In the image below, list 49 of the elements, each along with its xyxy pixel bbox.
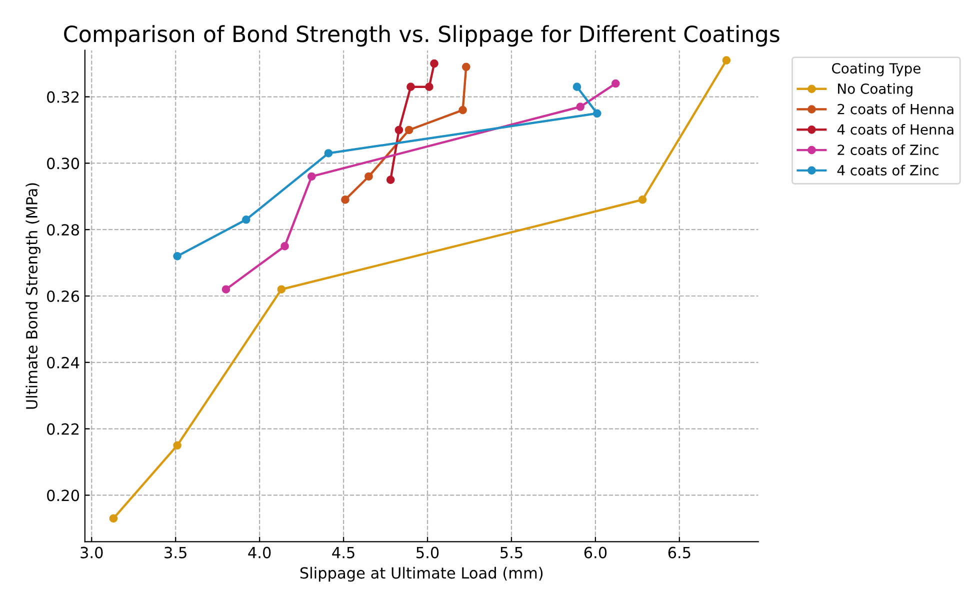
x-tick-label: 5.0 (416, 546, 439, 558)
legend-label: 4 coats of Zinc (837, 164, 938, 176)
y-tick-label: 0.20 (47, 490, 80, 502)
x-axis-title: Slippage at Ultimate Load (mm) (300, 566, 543, 582)
x-tick-label: 6.0 (584, 546, 607, 558)
legend-title: Coating Type (832, 62, 920, 76)
point (222, 285, 230, 294)
point (572, 82, 582, 92)
y-tick-label: 0.24 (47, 356, 80, 368)
legend-label: 2 coats of Henna (838, 104, 954, 114)
x-tick-label: 4.0 (248, 546, 271, 558)
y-tick-label: 0.28 (47, 224, 80, 236)
point (425, 82, 434, 92)
x-tick-label: 3.5 (164, 546, 186, 558)
point (430, 59, 438, 68)
chart-title: Comparison of Bond Strength vs. Slippage for Different Coatings (64, 25, 780, 47)
point (458, 106, 467, 114)
point (394, 126, 404, 134)
point (722, 56, 731, 64)
point (576, 102, 585, 111)
point (307, 172, 316, 181)
y-tick-label: 0.30 (47, 158, 80, 170)
y-tick-label: 0.26 (47, 290, 80, 302)
point (364, 172, 373, 181)
point (638, 196, 647, 204)
point (242, 215, 250, 224)
point (386, 176, 395, 184)
point (277, 285, 286, 294)
point (173, 441, 182, 450)
y-tick-label: 0.22 (47, 423, 79, 435)
point (404, 126, 414, 134)
point (324, 149, 333, 158)
point (109, 514, 118, 523)
legend-label: No Coating (838, 83, 912, 97)
point (280, 242, 289, 250)
legend-label: 2 coats of Zinc (838, 144, 938, 156)
x-tick-label: 5.5 (500, 547, 522, 558)
y-axis-title: Ultimate Bond Strength (MPa) (26, 183, 40, 409)
x-tick-label: 4.5 (332, 547, 354, 558)
point (406, 82, 415, 92)
point (173, 252, 182, 260)
point (611, 79, 620, 88)
x-tick-label: 3.0 (80, 546, 103, 558)
point (462, 62, 470, 72)
point (341, 196, 350, 204)
point (592, 109, 602, 118)
legend-label: 4 coats of Henna (837, 124, 954, 135)
x-tick-label: 6.5 (668, 546, 690, 558)
y-tick-label: 0.32 (47, 91, 79, 103)
